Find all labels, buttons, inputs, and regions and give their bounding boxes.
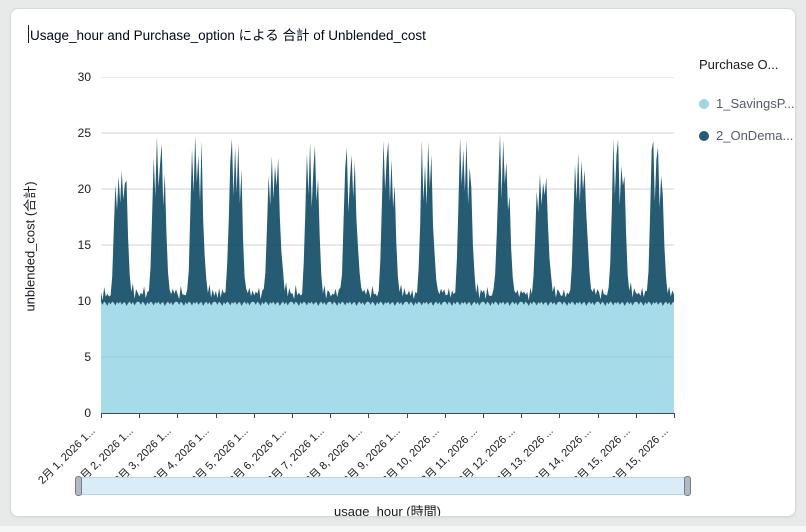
- y-tick-label: 0: [84, 406, 91, 420]
- visual-title: Usage_hour and Purchase_option による 合計 of…: [30, 28, 426, 43]
- legend-dot-savingsplan-icon: [699, 98, 709, 109]
- legend-item-ondemand[interactable]: 2_OnDema...: [699, 128, 795, 143]
- y-tick-label: 20: [77, 182, 91, 196]
- y-tick-label: 15: [77, 238, 91, 252]
- x-tick-mark: [521, 414, 523, 418]
- x-range-slider-track[interactable]: [75, 476, 691, 496]
- x-tick-mark: [292, 414, 293, 418]
- slider-handle-left[interactable]: [75, 476, 82, 496]
- x-tick-mark: [368, 414, 370, 418]
- legend-item-savingsplan[interactable]: 1_SavingsP...: [699, 96, 795, 111]
- area-chart-plot[interactable]: [101, 77, 674, 413]
- y-axis-title: unblended_cost (合計): [22, 181, 38, 312]
- x-tick-mark: [215, 414, 217, 418]
- legend-dot-ondemand-icon: [699, 130, 709, 141]
- text-caret: [28, 25, 29, 43]
- x-tick-mark: [139, 414, 141, 418]
- x-tick-mark: [635, 414, 637, 418]
- x-axis-title: usage_hour (時間): [334, 504, 441, 517]
- y-tick-label: 30: [77, 70, 91, 84]
- slider-handle-right[interactable]: [684, 476, 691, 496]
- x-tick-mark: [597, 414, 599, 418]
- legend-label-ondemand: 2_OnDema...: [716, 128, 794, 143]
- y-tick-label: 25: [77, 126, 91, 140]
- x-tick-mark: [253, 414, 255, 418]
- x-tick-mark: [483, 414, 484, 418]
- x-tick-mark: [177, 414, 179, 418]
- stacked-area-svg: [101, 77, 674, 413]
- legend: Purchase O... 1_SavingsP... 2_OnDema...: [699, 57, 795, 160]
- y-tick-label: 10: [77, 294, 91, 308]
- x-tick-mark: [406, 414, 408, 418]
- x-tick-mark: [101, 414, 102, 418]
- page-bottom-strip: [0, 526, 806, 532]
- x-tick-mark: [330, 414, 332, 418]
- legend-title: Purchase O...: [699, 57, 779, 72]
- x-tick-mark: [674, 414, 675, 418]
- x-tick-mark: [444, 414, 446, 418]
- legend-label-savingsplan: 1_SavingsP...: [716, 96, 795, 111]
- x-axis-line: [101, 413, 675, 414]
- y-tick-label: 5: [84, 350, 91, 364]
- visual-card: Usage_hour and Purchase_option による 合計 of…: [10, 8, 796, 517]
- visual-title-row[interactable]: Usage_hour and Purchase_option による 合計 of…: [28, 24, 426, 44]
- x-tick-mark: [559, 414, 561, 418]
